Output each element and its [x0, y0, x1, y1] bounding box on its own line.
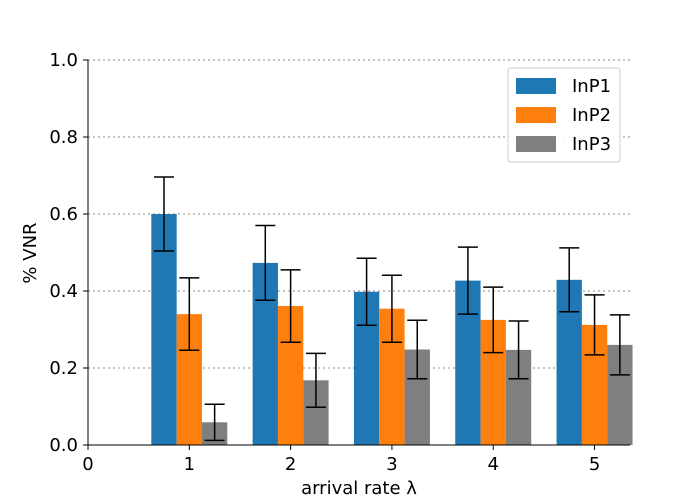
y-tick-label: 0.2	[49, 358, 78, 379]
bar-inp1-1	[151, 214, 177, 445]
legend-swatch-inp2	[516, 107, 556, 123]
x-tick-label: 1	[184, 454, 195, 475]
y-ticks: 0.0 0.2 0.4 0.6 0.8 1.0	[49, 50, 88, 456]
legend-label-inp2: InP2	[572, 105, 611, 126]
y-axis-label: % VNR	[20, 222, 41, 283]
legend-label-inp1: InP1	[572, 76, 611, 97]
y-tick-label: 0.8	[49, 127, 78, 148]
legend: InP1 InP2 InP3	[507, 67, 621, 163]
y-tick-label: 1.0	[49, 50, 78, 71]
axes	[87, 60, 630, 446]
legend-swatch-inp3	[516, 136, 556, 152]
x-ticks: 0 1 2 3 4 5	[82, 445, 600, 475]
x-tick-label: 4	[488, 454, 499, 475]
x-tick-label: 3	[386, 454, 397, 475]
x-axis-label: arrival rate λ	[301, 478, 417, 499]
legend-label-inp3: InP3	[572, 134, 611, 155]
y-tick-label: 0.4	[49, 281, 78, 302]
x-tick-label: 5	[589, 454, 600, 475]
x-tick-label: 0	[82, 454, 93, 475]
error-bars	[153, 176, 630, 442]
x-tick-label: 2	[285, 454, 296, 475]
y-tick-label: 0.6	[49, 204, 78, 225]
y-tick-label: 0.0	[49, 435, 78, 456]
legend-swatch-inp1	[516, 78, 556, 94]
